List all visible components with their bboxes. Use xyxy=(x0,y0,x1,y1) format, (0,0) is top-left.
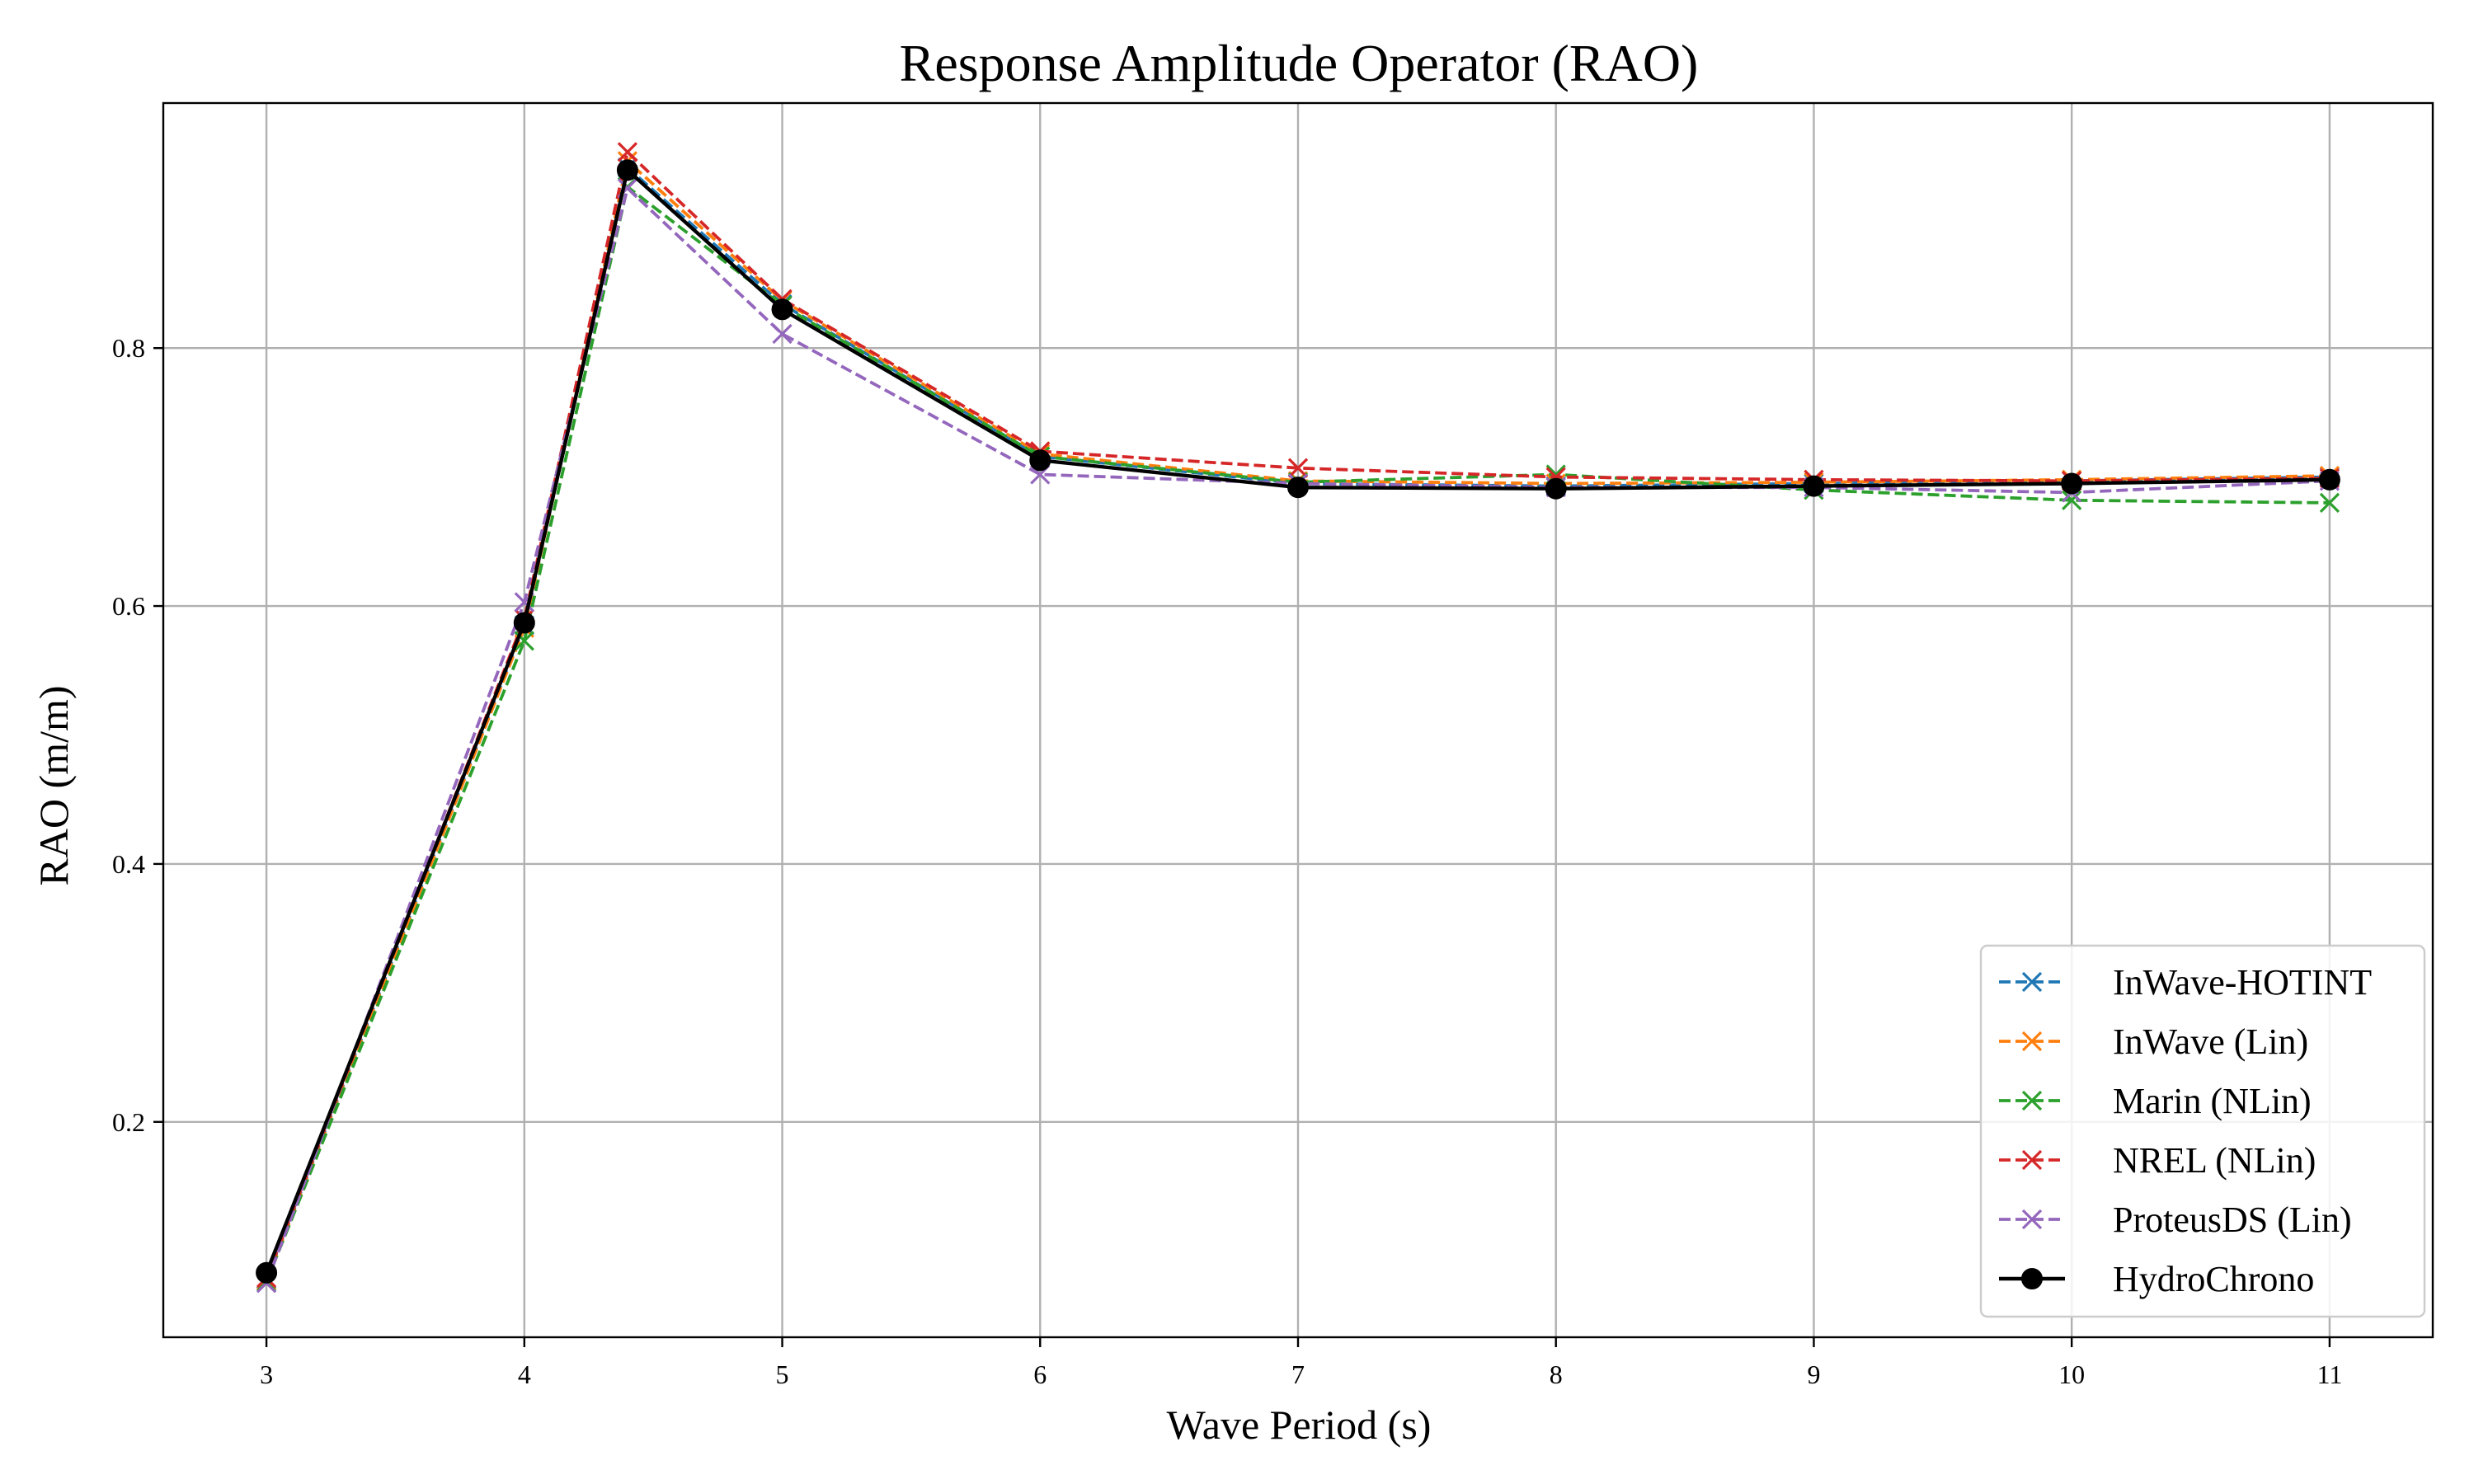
x-tick-label: 9 xyxy=(1807,1360,1820,1389)
data-point-proteusds-lin xyxy=(772,323,793,345)
x-tick-label: 6 xyxy=(1033,1360,1047,1389)
legend-marker-inwave-lin xyxy=(2021,1031,2043,1052)
x-axis: 3 4 5 6 7 8 9 10 11 xyxy=(260,1337,2342,1389)
data-point-marin-nlin xyxy=(2319,492,2340,514)
data-point-hydrochrono xyxy=(1545,477,1567,500)
legend-box xyxy=(1979,944,2426,1318)
legend-marker-hydrochrono xyxy=(2021,1268,2043,1289)
data-point-hydrochrono xyxy=(1803,475,1825,497)
series-hydrochrono xyxy=(256,159,2340,1284)
legend-marker-proteusds-lin xyxy=(2021,1209,2043,1230)
y-axis: 0.2 0.4 0.6 0.8 xyxy=(112,333,163,1137)
data-point-hydrochrono xyxy=(2318,468,2340,491)
x-tick-label: 4 xyxy=(518,1360,531,1389)
data-point-hydrochrono xyxy=(2061,472,2083,495)
legend-marker-inwave-hotint xyxy=(2021,971,2043,993)
legend: InWave-HOTINT InWave (Lin) Marin (NLin) NRE… xyxy=(1979,944,2426,1318)
chart-title: Response Amplitude Operator (RAO) xyxy=(900,34,1699,92)
legend-label-nrel-nlin: NREL (NLin) xyxy=(2113,1140,2316,1181)
x-tick-label: 10 xyxy=(2058,1360,2085,1389)
legend-label-inwave-hotint: InWave-HOTINT xyxy=(2113,962,2372,1003)
legend-marker-marin-nlin xyxy=(2021,1090,2043,1111)
x-tick-label: 5 xyxy=(776,1360,789,1389)
data-point-marin-nlin xyxy=(2062,490,2082,510)
y-tick-label: 0.4 xyxy=(112,849,145,879)
series-layer xyxy=(256,142,2340,1294)
y-axis-label: RAO (m/m) xyxy=(31,685,77,885)
legend-marker-nrel-nlin xyxy=(2021,1149,2043,1171)
x-tick-label: 11 xyxy=(2317,1360,2343,1389)
data-point-hydrochrono xyxy=(256,1261,278,1284)
data-point-hydrochrono xyxy=(616,159,638,181)
x-axis-label: Wave Period (s) xyxy=(1167,1402,1432,1448)
data-point-nrel-nlin xyxy=(1287,458,1309,478)
legend-label-inwave-lin: InWave (Lin) xyxy=(2113,1021,2308,1062)
legend-label-marin-nlin: Marin (NLin) xyxy=(2113,1081,2312,1121)
legend-label-proteusds-lin: ProteusDS (Lin) xyxy=(2113,1200,2352,1240)
series-line-hydrochrono xyxy=(265,168,2330,1274)
series-line-nrel-nlin xyxy=(265,150,2330,1279)
x-tick-label: 3 xyxy=(260,1360,273,1389)
y-tick-label: 0.2 xyxy=(112,1107,145,1137)
data-point-hydrochrono xyxy=(1029,449,1051,472)
data-point-hydrochrono xyxy=(1287,477,1309,499)
data-point-nrel-nlin xyxy=(617,142,638,162)
x-tick-label: 8 xyxy=(1550,1360,1563,1389)
y-tick-label: 0.8 xyxy=(112,333,145,363)
data-point-hydrochrono xyxy=(771,298,793,321)
data-point-hydrochrono xyxy=(513,612,535,634)
x-tick-label: 7 xyxy=(1291,1360,1305,1389)
series-line-marin-nlin xyxy=(265,185,2330,1283)
y-tick-label: 0.6 xyxy=(112,591,145,621)
legend-label-hydrochrono: HydroChrono xyxy=(2113,1259,2314,1299)
